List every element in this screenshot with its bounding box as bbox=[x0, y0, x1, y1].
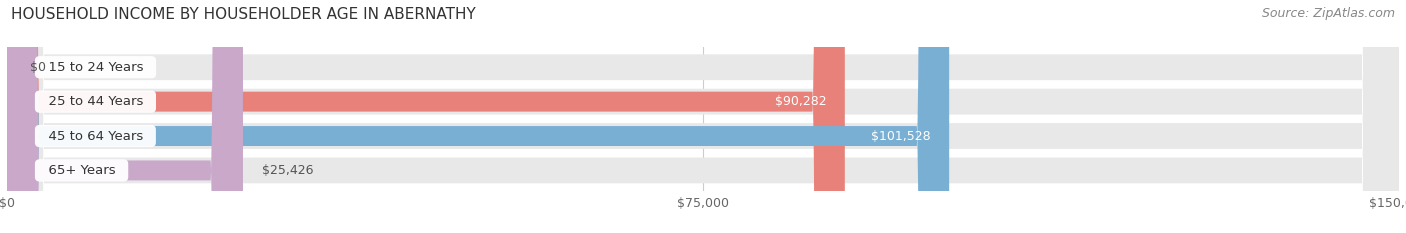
Text: 45 to 64 Years: 45 to 64 Years bbox=[39, 130, 152, 143]
Text: 65+ Years: 65+ Years bbox=[39, 164, 124, 177]
FancyBboxPatch shape bbox=[7, 0, 1399, 233]
Text: $90,282: $90,282 bbox=[775, 95, 827, 108]
FancyBboxPatch shape bbox=[7, 0, 845, 233]
Text: Source: ZipAtlas.com: Source: ZipAtlas.com bbox=[1261, 7, 1395, 20]
Text: $25,426: $25,426 bbox=[262, 164, 314, 177]
Text: 15 to 24 Years: 15 to 24 Years bbox=[39, 61, 152, 74]
FancyBboxPatch shape bbox=[7, 0, 949, 233]
FancyBboxPatch shape bbox=[7, 0, 1399, 233]
Text: $0: $0 bbox=[31, 61, 46, 74]
FancyBboxPatch shape bbox=[7, 0, 1399, 233]
Text: $101,528: $101,528 bbox=[870, 130, 931, 143]
FancyBboxPatch shape bbox=[7, 0, 1399, 233]
Text: 25 to 44 Years: 25 to 44 Years bbox=[39, 95, 152, 108]
Text: HOUSEHOLD INCOME BY HOUSEHOLDER AGE IN ABERNATHY: HOUSEHOLD INCOME BY HOUSEHOLDER AGE IN A… bbox=[11, 7, 477, 22]
FancyBboxPatch shape bbox=[7, 0, 243, 233]
